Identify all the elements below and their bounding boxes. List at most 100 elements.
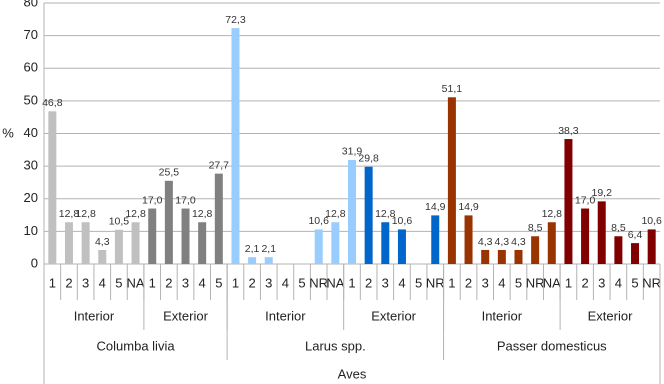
bar <box>547 222 556 264</box>
value-label: 12,8 <box>325 208 346 220</box>
x-tick-label: 5 <box>515 275 522 290</box>
bar <box>48 111 57 264</box>
x-tick-label: 3 <box>265 275 272 290</box>
value-label: 2,1 <box>261 243 276 255</box>
bar <box>164 180 173 264</box>
bar <box>114 229 123 264</box>
y-tick-label: 70 <box>24 27 38 42</box>
y-tick-label: 30 <box>24 158 38 173</box>
value-label: 29,8 <box>358 153 379 165</box>
value-label: 10,6 <box>308 215 329 227</box>
x-tick-label: 3 <box>598 275 605 290</box>
value-label: 12,8 <box>75 208 96 220</box>
value-label: 25,5 <box>159 167 180 179</box>
x-tick-label: 5 <box>215 275 222 290</box>
x-tick-label: NA <box>543 275 561 290</box>
value-label: 51,1 <box>442 83 463 95</box>
value-label: 10,6 <box>641 215 662 227</box>
group-label: Columba livia <box>97 338 176 353</box>
value-label: 17,0 <box>142 194 163 206</box>
value-label: 2,1 <box>245 243 260 255</box>
value-label: 10,6 <box>392 215 413 227</box>
bar <box>531 236 540 264</box>
bar <box>581 208 590 264</box>
y-tick-label: 40 <box>24 125 38 140</box>
x-tick-label: NR <box>426 275 445 290</box>
x-tick-label: 3 <box>382 275 389 290</box>
x-tick-label: 1 <box>232 275 239 290</box>
value-label: 12,8 <box>192 208 213 220</box>
x-tick-label: NR <box>642 275 661 290</box>
value-label: 17,0 <box>175 194 196 206</box>
value-label: 14,9 <box>458 201 479 213</box>
bar <box>597 201 606 264</box>
bar <box>381 222 390 264</box>
x-tick-label: 2 <box>65 275 72 290</box>
x-axis-label: Aves <box>338 366 367 381</box>
bar <box>497 249 506 264</box>
bar <box>314 229 323 264</box>
subgroup-label: Interior <box>482 308 523 323</box>
value-label: 4,3 <box>511 236 526 248</box>
x-tick-label: NA <box>127 275 145 290</box>
group-label: Passer domesticus <box>497 338 607 353</box>
bar <box>81 222 90 264</box>
x-tick-label: 5 <box>631 275 638 290</box>
value-label: 4,3 <box>495 236 510 248</box>
value-label: 12,8 <box>542 208 563 220</box>
value-label: 4,3 <box>478 236 493 248</box>
bar <box>264 257 273 264</box>
value-label: 14,9 <box>425 201 446 213</box>
value-label: 27,7 <box>209 159 230 171</box>
bar <box>331 222 340 264</box>
bar <box>148 208 157 264</box>
bar <box>231 28 240 265</box>
y-tick-label: 60 <box>24 60 38 75</box>
x-tick-label: 1 <box>49 275 56 290</box>
x-tick-label: 5 <box>115 275 122 290</box>
bar <box>397 229 406 264</box>
x-tick-label: 4 <box>199 275 206 290</box>
x-tick-label: 1 <box>448 275 455 290</box>
subgroup-label: Interior <box>265 308 306 323</box>
subgroup-label: Exterior <box>163 308 208 323</box>
x-tick-label: 2 <box>248 275 255 290</box>
x-tick-label: 4 <box>615 275 622 290</box>
bar <box>631 243 640 264</box>
value-label: 4,3 <box>95 236 110 248</box>
value-label: 12,8 <box>375 208 396 220</box>
group-label: Larus spp. <box>305 338 366 353</box>
y-tick-label: 50 <box>24 92 38 107</box>
value-label: 8,5 <box>611 222 626 234</box>
value-label: 17,0 <box>575 194 596 206</box>
bar <box>364 166 373 264</box>
x-tick-label: NA <box>326 275 344 290</box>
bar <box>64 222 73 264</box>
x-tick-label: 3 <box>182 275 189 290</box>
value-label: 38,3 <box>558 125 579 137</box>
x-tick-label: 1 <box>565 275 572 290</box>
y-tick-label: 10 <box>24 223 38 238</box>
value-label: 46,8 <box>42 97 63 109</box>
subgroup-label: Exterior <box>588 308 633 323</box>
y-axis-label: % <box>2 125 14 140</box>
x-tick-label: 4 <box>398 275 405 290</box>
bar <box>647 229 656 264</box>
bar <box>481 249 490 264</box>
value-label: 72,3 <box>225 14 246 26</box>
bar <box>248 257 257 264</box>
value-label: 8,5 <box>528 222 543 234</box>
x-tick-label: 1 <box>348 275 355 290</box>
y-tick-label: 0 <box>31 255 38 270</box>
bar <box>131 222 140 264</box>
bar <box>98 249 107 264</box>
bar <box>614 236 623 264</box>
bar <box>348 159 356 264</box>
bar <box>564 139 573 264</box>
bar <box>447 97 456 264</box>
value-label: 12,8 <box>59 208 80 220</box>
value-label: 10,5 <box>109 216 130 228</box>
bar <box>464 215 473 264</box>
